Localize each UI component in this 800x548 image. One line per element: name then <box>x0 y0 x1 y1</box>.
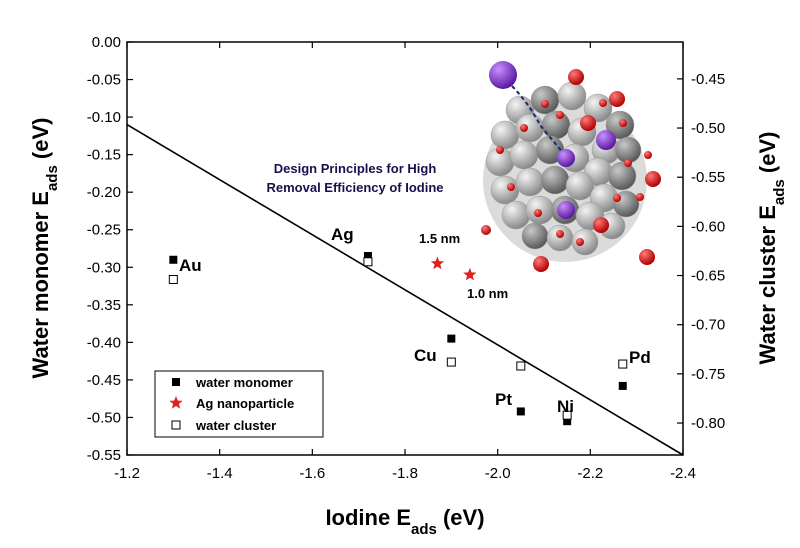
y-tick-label: -0.55 <box>87 447 121 464</box>
water-monomer-point-cu <box>447 334 456 343</box>
y-tick-label: -0.50 <box>87 409 121 426</box>
legend-label-cluster: water cluster <box>195 418 276 433</box>
y-tick-label: -0.45 <box>87 372 121 389</box>
legend-label-monomer: water monomer <box>195 375 293 390</box>
x-tick-label: -2.0 <box>485 465 511 482</box>
y-tick-label: -0.15 <box>87 147 121 164</box>
water-monomer-point-au <box>169 255 178 264</box>
y-tick-label: -0.10 <box>87 109 121 126</box>
legend-marker-cluster <box>171 420 181 430</box>
y2-tick-label: -0.75 <box>691 366 725 383</box>
label-cu: Cu <box>414 346 437 365</box>
y2-tick-label: -0.45 <box>691 71 725 88</box>
trend-line <box>126 123 684 456</box>
water-cluster-point-au <box>168 274 178 284</box>
water-cluster-point-ni <box>562 410 572 420</box>
y2-tick-label: -0.80 <box>691 415 725 432</box>
water-cluster-point-ag <box>363 257 373 267</box>
water-monomer-point-ni <box>563 417 572 426</box>
nanoparticle-atom <box>541 110 571 140</box>
water-cluster-point-pt <box>516 361 526 371</box>
nanoparticle-atom <box>607 161 637 191</box>
x-tick-label: -2.2 <box>577 465 603 482</box>
y2-axis-title: Water cluster Eads (eV) <box>755 132 788 365</box>
legend-label-nanoparticle: Ag nanoparticle <box>196 396 294 411</box>
y-tick-label: -0.30 <box>87 259 121 276</box>
nanoparticle-atom <box>557 81 587 111</box>
data-marks <box>168 252 628 426</box>
label-pt: Pt <box>495 390 512 409</box>
y2-tick-label: -0.65 <box>691 268 725 285</box>
x-tick-label: -1.2 <box>114 465 140 482</box>
annotation-line-2: Removal Efficiency of Iodine <box>267 180 444 195</box>
water-monomer-point-pt <box>516 407 525 416</box>
x-tick-label: -2.4 <box>670 465 696 482</box>
nanoparticle-atom <box>571 228 599 256</box>
water-monomer-point-ag <box>363 252 372 261</box>
annotation-line-1: Design Principles for High <box>274 161 437 176</box>
nanoparticle-illustration <box>481 61 661 272</box>
y2-tick-label: -0.50 <box>691 120 725 137</box>
y2-tick-label: -0.70 <box>691 317 725 334</box>
nanoparticle-atom <box>490 175 520 205</box>
label-ag: Ag <box>331 225 354 244</box>
nanoparticle-atom <box>501 200 531 230</box>
x-tick-label: -1.8 <box>392 465 418 482</box>
legend: water monomer Ag nanoparticle water clus… <box>154 370 324 438</box>
water-monomer-point-pd <box>618 381 627 390</box>
water-cluster-point-pd <box>618 359 628 369</box>
label-au: Au <box>179 256 202 275</box>
ag-nanoparticle-point-1-0-nm <box>463 267 477 281</box>
nanoparticle-atom <box>540 165 570 195</box>
x-tick-label: -1.6 <box>299 465 325 482</box>
nanoparticle-atom <box>515 167 545 197</box>
y-tick-label: -0.40 <box>87 334 121 351</box>
axis-ticks: -1.2 -1.4 -1.6 -1.8 -2.0 -2.2 -2.4 0.00 -0.05 -0.… <box>87 34 725 482</box>
label-1-0nm: 1.0 nm <box>467 286 508 301</box>
label-ni: Ni <box>557 397 574 416</box>
y2-tick-label: -0.60 <box>691 218 725 235</box>
nanoparticle-atom <box>521 222 549 250</box>
ag-nanoparticle-point-1-5-nm <box>430 256 445 270</box>
legend-box <box>154 370 324 438</box>
nanoparticle-atom <box>565 171 595 201</box>
nanoparticle-atom <box>509 140 539 170</box>
x-axis-title: Iodine Eads (eV) <box>325 505 484 538</box>
legend-marker-nanoparticle <box>169 396 183 409</box>
y-tick-label: -0.05 <box>87 72 121 89</box>
y-axis-title: Water monomer Eads (eV) <box>28 118 61 379</box>
y-tick-label: 0.00 <box>92 34 121 51</box>
y-tick-label: -0.35 <box>87 297 121 314</box>
y-tick-label: -0.25 <box>87 222 121 239</box>
label-pd: Pd <box>629 348 651 367</box>
x-tick-label: -1.4 <box>207 465 233 482</box>
water-cluster-point-cu <box>446 357 456 367</box>
legend-marker-monomer <box>172 378 180 386</box>
y-tick-label: -0.20 <box>87 184 121 201</box>
y2-tick-label: -0.55 <box>691 169 725 186</box>
label-1-5nm: 1.5 nm <box>419 231 460 246</box>
